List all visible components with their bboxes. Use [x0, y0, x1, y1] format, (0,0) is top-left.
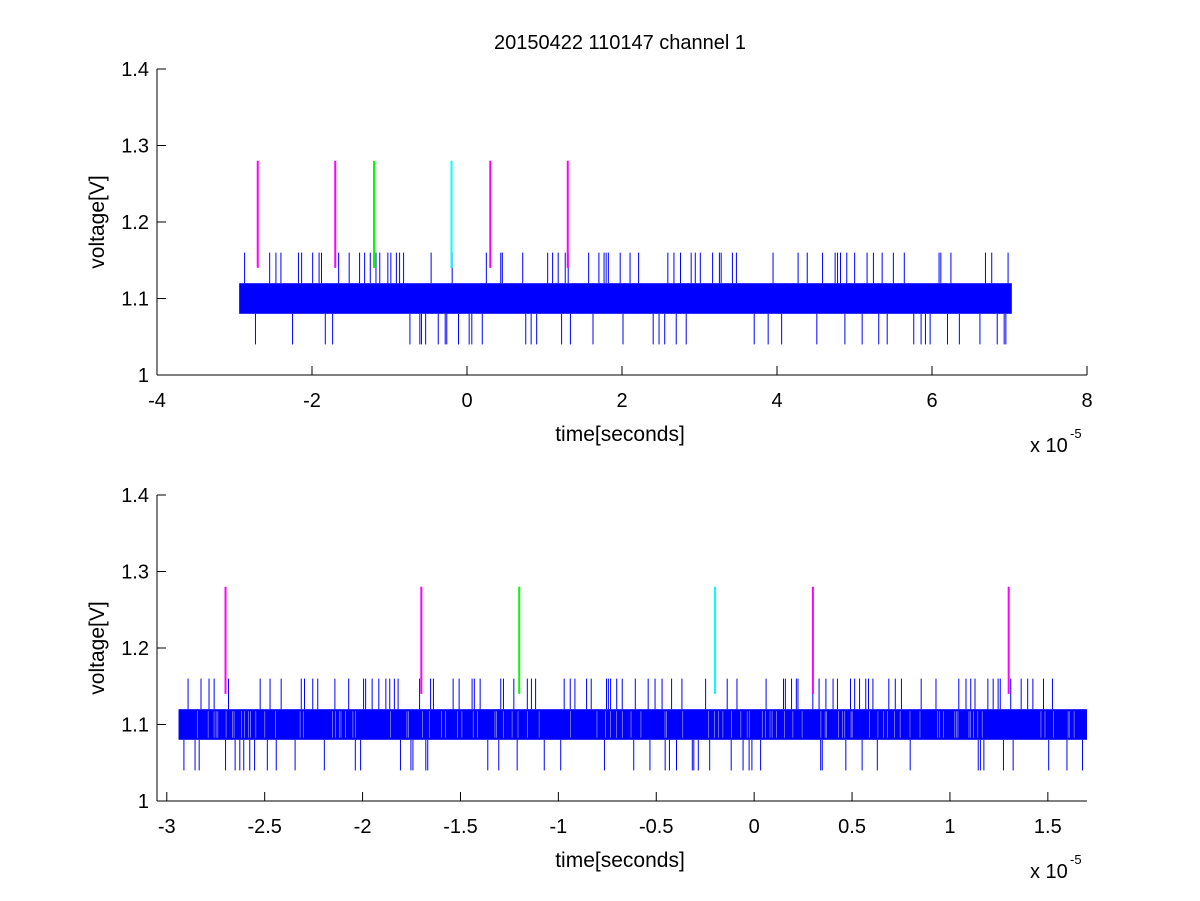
chart-top-title: 20150422 110147 channel 1 — [494, 32, 746, 54]
chart-top-y-tick-label: 1.2 — [121, 212, 149, 234]
chart-top-axes — [156, 69, 1087, 376]
chart-bottom-y-tick-label: 1.2 — [121, 638, 149, 660]
chart-top: 20150422 110147 channel 1 -4 -2 0 2 4 6 8 1 1.1 1… — [86, 32, 1093, 457]
chart-bottom-axes — [156, 495, 1087, 802]
chart-bottom: -3 -2.5 -2 -1.5 -1 -0.5 0 0.5 1 1.511.11.21.31.4 … — [86, 485, 1089, 883]
chart-bottom-x-multiplier: x 10 — [1030, 861, 1068, 883]
chart-bottom-x-tick-label: 1 — [944, 816, 955, 838]
chart-bottom-x-tick-label: -1 — [549, 816, 567, 838]
chart-top-x-tick-label: -4 — [148, 390, 166, 412]
chart-bottom-ticks: -3 -2.5 -2 -1.5 -1 -0.5 0 0.5 1 1.5 1 1.1 1.2 1.3 1.4 — [121, 485, 1062, 838]
chart-top-signal-band — [239, 283, 1012, 314]
chart-top-x-tick-label: 0 — [461, 390, 472, 412]
chart-bottom-y-tick-label: 1.1 — [121, 715, 149, 737]
chart-bottom-x-axis-label: time[seconds] — [555, 849, 685, 872]
chart-top-y-tick-label: 1 — [138, 365, 149, 387]
chart-bottom-signal — [178, 678, 1089, 771]
chart-bottom-markers — [224, 586, 1010, 694]
chart-bottom-y-tick-label: 1 — [138, 791, 149, 813]
chart-bottom-x-tick-label: 0.5 — [838, 816, 866, 838]
chart-top-markers — [256, 160, 569, 268]
chart-bottom-x-tick-label: 0 — [749, 816, 760, 838]
chart-bottom-signal-band — [178, 709, 1087, 740]
chart-top-x-multiplier: x 10 — [1030, 435, 1068, 457]
chart-top-y-tick-label: 1.1 — [121, 289, 149, 311]
chart-bottom-y-tick-label: 1.3 — [121, 562, 149, 584]
chart-top-x-axis-label: time[seconds] — [555, 423, 685, 446]
chart-bottom-y-axis-label: voltage[V] — [86, 601, 109, 694]
chart-bottom-x-multiplier-exponent: -5 — [1070, 852, 1082, 867]
chart-top-x-tick-label: 4 — [771, 390, 782, 412]
chart-bottom-x-tick-label: 1.5 — [1034, 816, 1062, 838]
chart-top-x-multiplier-exponent: -5 — [1070, 426, 1082, 441]
chart-bottom-x-tick-label: -2 — [354, 816, 372, 838]
chart-top-y-tick-label: 1.4 — [121, 59, 149, 81]
chart-bottom-x-tick-label: -3 — [158, 816, 176, 838]
chart-top-x-tick-label: 6 — [926, 390, 937, 412]
chart-bottom-y-tick-label: 1.4 — [121, 485, 149, 507]
chart-bottom-x-tick-label: -2.5 — [247, 816, 281, 838]
chart-bottom-x-tick-label: -1.5 — [443, 816, 477, 838]
chart-top-ticks: -4 -2 0 2 4 6 8 1 1.1 1.2 1.3 1.4 — [121, 59, 1092, 412]
chart-top-x-tick-label: 8 — [1081, 390, 1092, 412]
chart-top-y-axis-label: voltage[V] — [86, 175, 109, 268]
chart-top-x-tick-label: -2 — [303, 390, 321, 412]
chart-top-signal — [239, 252, 1012, 345]
chart-top-x-tick-label: 2 — [616, 390, 627, 412]
chart-top-y-tick-label: 1.3 — [121, 136, 149, 158]
chart-bottom-x-tick-label: -0.5 — [639, 816, 673, 838]
